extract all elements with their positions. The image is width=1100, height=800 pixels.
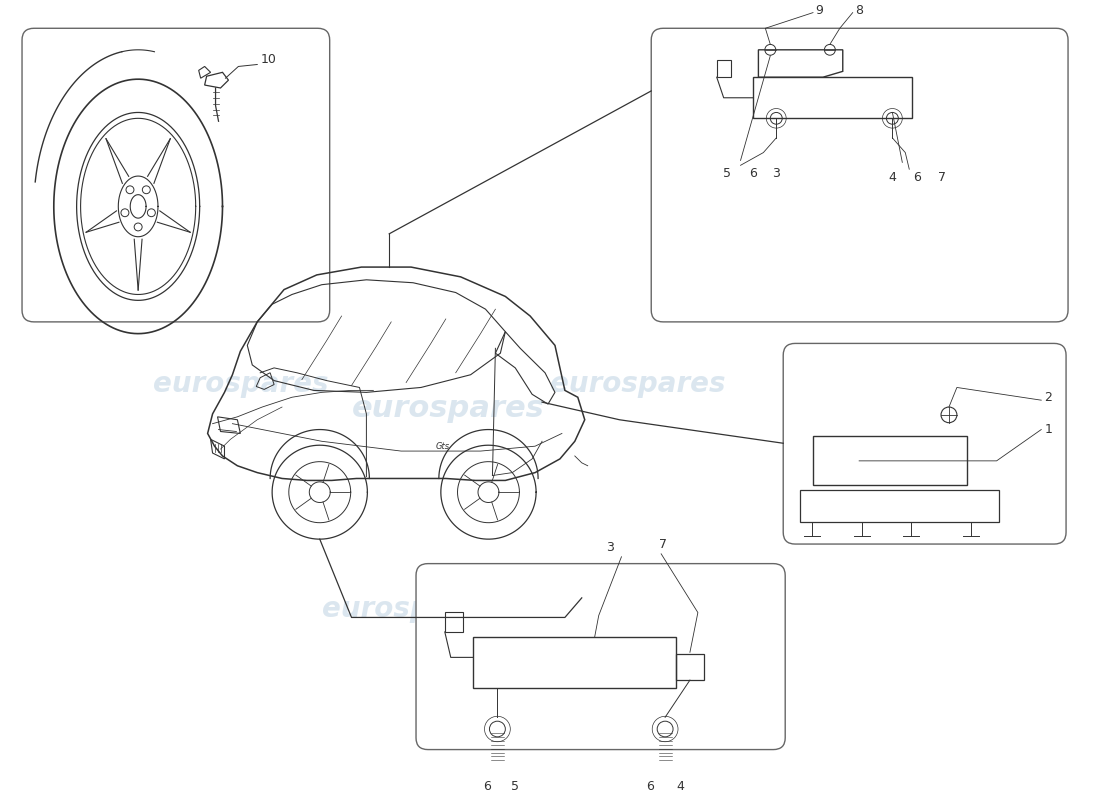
FancyBboxPatch shape	[651, 28, 1068, 322]
Text: eurospares: eurospares	[153, 370, 329, 398]
Text: 10: 10	[261, 53, 276, 66]
Text: eurospares: eurospares	[550, 370, 726, 398]
Text: 3: 3	[606, 541, 614, 554]
Text: 8: 8	[855, 4, 862, 17]
Text: 9: 9	[815, 4, 823, 17]
FancyBboxPatch shape	[22, 28, 330, 322]
Text: 7: 7	[938, 171, 946, 184]
Text: 5: 5	[723, 167, 730, 180]
Text: 5: 5	[512, 780, 519, 793]
Text: Gts: Gts	[436, 442, 450, 451]
Text: 4: 4	[676, 780, 684, 793]
Text: 4: 4	[889, 171, 896, 184]
Text: 7: 7	[659, 538, 668, 551]
Text: 6: 6	[484, 780, 492, 793]
Text: 1: 1	[1044, 423, 1052, 436]
Text: eurospares: eurospares	[352, 394, 544, 423]
FancyBboxPatch shape	[783, 343, 1066, 544]
Text: 6: 6	[647, 780, 654, 793]
Text: 6: 6	[749, 167, 758, 180]
Text: 3: 3	[772, 167, 780, 180]
Text: 2: 2	[1044, 390, 1052, 404]
Text: 6: 6	[913, 171, 921, 184]
Text: eurospares: eurospares	[321, 595, 497, 623]
FancyBboxPatch shape	[416, 564, 785, 750]
